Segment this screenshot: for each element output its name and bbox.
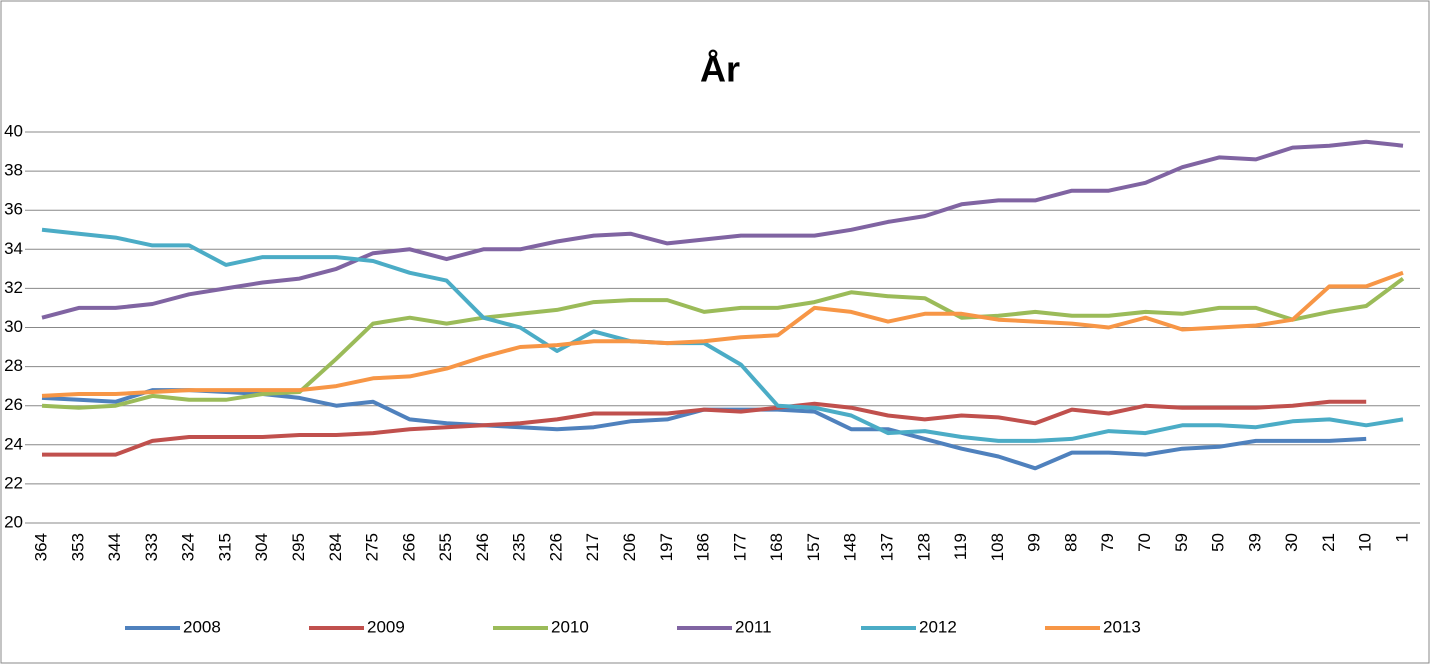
x-tick-label: 197 [657, 533, 676, 561]
x-tick-label: 186 [694, 533, 713, 561]
x-tick-label: 344 [105, 533, 124, 561]
y-tick-label: 36 [4, 200, 23, 219]
x-tick-label: 246 [473, 533, 492, 561]
x-tick-label: 88 [1061, 533, 1080, 552]
x-tick-label: 364 [31, 533, 50, 561]
x-tick-label: 119 [951, 533, 970, 560]
y-tick-label: 40 [4, 121, 23, 140]
x-tick-label: 128 [914, 533, 933, 561]
legend-label: 2010 [551, 617, 589, 636]
chart-title: År [700, 49, 740, 90]
x-tick-label: 284 [326, 533, 345, 561]
x-tick-label: 39 [1245, 533, 1264, 552]
x-tick-label: 304 [252, 533, 271, 561]
legend-label: 2008 [183, 617, 221, 636]
y-tick-label: 24 [4, 434, 23, 453]
x-tick-label: 168 [767, 533, 786, 561]
x-tick-label: 99 [1025, 533, 1044, 552]
series-line [41, 270, 1404, 398]
x-tick-label: 315 [215, 533, 234, 561]
y-tick-label: 26 [4, 395, 23, 414]
x-tick-label: 148 [841, 533, 860, 561]
x-tick-label: 333 [142, 533, 161, 561]
x-tick-label: 21 [1319, 533, 1338, 552]
x-tick-label: 1 [1392, 533, 1411, 542]
legend-label: 2012 [919, 617, 957, 636]
x-tick-label: 50 [1209, 533, 1228, 552]
y-tick-label: 38 [4, 161, 23, 180]
legend-label: 2009 [367, 617, 405, 636]
series-line [41, 276, 1405, 410]
x-tick-label: 275 [363, 533, 382, 561]
y-tick-label: 22 [4, 473, 23, 492]
series-line [41, 227, 1404, 443]
y-tick-label: 20 [4, 512, 23, 531]
y-tick-label: 34 [4, 239, 23, 258]
x-tick-label: 177 [730, 533, 749, 561]
series-line [42, 399, 1367, 457]
series-line [41, 139, 1404, 320]
x-tick-label: 255 [436, 533, 455, 561]
x-tick-label: 295 [289, 533, 308, 561]
x-tick-label: 59 [1172, 533, 1191, 552]
legend-label: 2011 [735, 617, 772, 636]
y-tick-label: 32 [4, 278, 23, 297]
y-tick-label: 28 [4, 356, 23, 375]
x-tick-label: 217 [583, 533, 602, 561]
x-tick-label: 79 [1098, 533, 1117, 552]
x-tick-label: 235 [510, 533, 529, 561]
x-tick-label: 108 [988, 533, 1007, 561]
x-tick-label: 70 [1135, 533, 1154, 552]
y-tick-label: 30 [4, 317, 23, 336]
x-tick-label: 10 [1356, 533, 1375, 552]
x-tick-label: 226 [546, 533, 565, 561]
x-tick-label: 266 [399, 533, 418, 561]
x-tick-label: 30 [1282, 533, 1301, 552]
x-tick-label: 206 [620, 533, 639, 561]
legend-label: 2013 [1103, 617, 1141, 636]
x-tick-label: 137 [878, 533, 897, 561]
x-tick-label: 157 [804, 533, 823, 561]
x-tick-label: 353 [68, 533, 87, 561]
x-tick-label: 324 [179, 533, 198, 561]
